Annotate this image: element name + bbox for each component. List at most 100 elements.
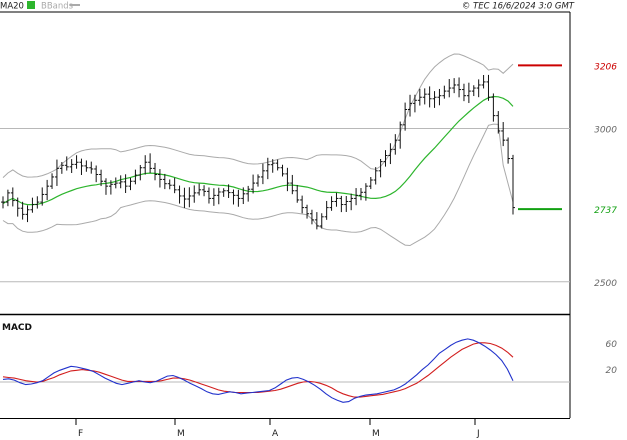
ohlc-bar — [187, 187, 192, 208]
ohlc-bar — [422, 88, 427, 105]
ohlc-bar — [265, 157, 270, 180]
ohlc-bar — [324, 200, 329, 220]
ohlc-bar — [358, 188, 363, 201]
ohlc-bar — [501, 122, 506, 147]
ohlc-bar — [442, 85, 447, 99]
ohlc-bar — [197, 183, 202, 196]
ohlc-bar — [15, 197, 20, 217]
ohlc-bar — [211, 188, 216, 206]
ohlc-bar — [74, 155, 79, 169]
ohlc-bar — [319, 213, 324, 229]
ohlc-bar — [309, 209, 314, 225]
ohlc-bar — [403, 102, 408, 131]
ohlc-bar — [148, 153, 153, 174]
ohlc-bar — [45, 179, 50, 201]
lower-band-line — [2, 123, 514, 247]
x-tick-label: M — [372, 429, 380, 439]
ohlc-bar — [412, 94, 417, 113]
support-level-label: 2737 — [594, 206, 617, 216]
ohlc-bar — [133, 169, 138, 185]
ohlc-bar — [427, 86, 432, 108]
ohlc-bar — [94, 165, 99, 183]
ohlc-bar — [408, 94, 413, 117]
ohlc-bar — [251, 174, 256, 194]
ohlc-bar — [79, 158, 84, 176]
ohlc-bar — [305, 204, 310, 219]
ohlc-bar — [123, 174, 128, 194]
ohlc-bar — [138, 164, 143, 181]
macd-y-tick-label: 20 — [606, 366, 618, 376]
ohlc-bar — [383, 150, 388, 167]
ohlc-bar — [256, 174, 260, 187]
ohlc-bar — [206, 187, 211, 204]
ohlc-bar — [398, 121, 403, 149]
ohlc-bar — [236, 189, 241, 207]
ma-legend-label: MA20 — [0, 2, 24, 12]
x-tick-label: M — [177, 429, 185, 439]
ohlc-bar — [172, 177, 177, 194]
macd-line — [2, 338, 514, 403]
ohlc-bar — [162, 173, 167, 190]
price-y-tick-label: 2500 — [594, 279, 617, 289]
price-y-axis: 2500 3000 — [594, 126, 617, 289]
ohlc-bar — [457, 77, 462, 98]
price-y-tick-label: 3000 — [594, 126, 617, 136]
moving-average — [2, 95, 514, 206]
ohlc-bar — [202, 185, 207, 197]
ohlc-bar — [300, 195, 305, 214]
ohlc-bar — [447, 79, 452, 98]
ohlc-bar — [113, 177, 118, 189]
ohlc-bar — [128, 177, 133, 191]
macd-lines — [2, 338, 514, 403]
ohlc-bar — [481, 75, 486, 89]
macd-title: MACD — [2, 323, 32, 333]
ohlc-bar — [118, 175, 123, 189]
price-panel: 2500 3000 3206 2737 — [0, 11, 617, 316]
bbands-legend-label: BBands — [41, 2, 74, 12]
ohlc-bar — [437, 88, 442, 106]
ohlc-bar — [260, 163, 265, 185]
ohlc-bar — [373, 167, 378, 185]
ohlc-bar — [471, 85, 476, 97]
ohlc-bar — [280, 164, 285, 177]
resistance-level-label: 3206 — [594, 62, 617, 72]
ohlc-bar — [59, 162, 64, 174]
ohlc-bar — [25, 205, 30, 223]
ohlc-bar — [378, 158, 383, 178]
ohlc-bar — [334, 192, 339, 207]
ohlc-bar — [231, 189, 236, 205]
ohlc-bar — [1, 196, 5, 209]
ohlc-bar — [476, 79, 481, 98]
ohlc-bar — [40, 187, 45, 206]
ohlc-bar — [354, 188, 359, 206]
ma-legend-swatch — [27, 1, 35, 9]
ohlc-bar — [167, 179, 172, 190]
ohlc-bar — [285, 167, 290, 192]
ma20-line — [2, 95, 514, 206]
signal-line — [2, 342, 514, 398]
ohlc-bar — [432, 91, 437, 108]
ohlc-bar — [153, 162, 158, 181]
ohlc-bar — [339, 195, 344, 213]
price-gridlines — [0, 128, 570, 283]
ohlc-bar — [5, 189, 10, 207]
price-levels: 3206 2737 — [518, 62, 617, 216]
ohlc-bar — [417, 88, 422, 106]
ohlc-bar — [177, 185, 182, 204]
ohlc-bar — [368, 177, 373, 190]
ohlc-bar — [157, 169, 162, 188]
bollinger-bands — [2, 53, 514, 247]
ohlc-bar — [491, 93, 496, 122]
ohlc-bar — [275, 159, 280, 171]
ohlc-bar — [466, 82, 471, 104]
ohlc-bar — [314, 212, 319, 230]
ohlc-bar — [99, 169, 104, 187]
ohlc-bar — [89, 161, 94, 174]
ohlc-bar — [290, 174, 295, 195]
ohlc-bar — [143, 155, 148, 175]
ohlc-bar — [84, 160, 89, 172]
ohlc-bar — [221, 188, 226, 197]
